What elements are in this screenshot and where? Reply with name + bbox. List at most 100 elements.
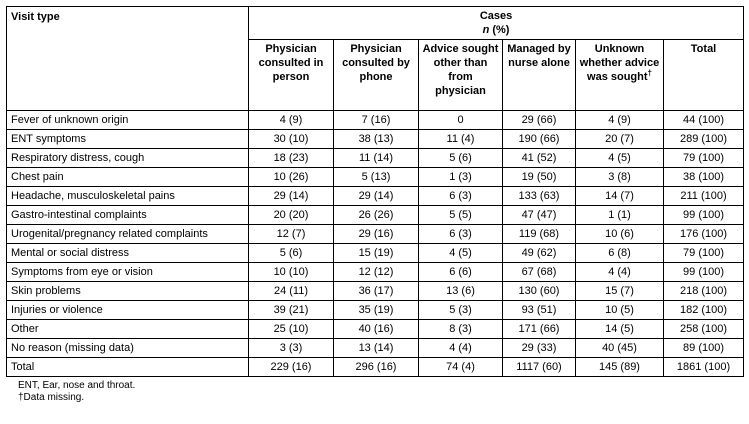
row-cell: 29 (33): [502, 338, 576, 358]
row-cell: 182 (100): [662, 300, 745, 320]
row-cell: 1861 (100): [662, 357, 745, 377]
row-cell: 6 (6): [418, 262, 503, 282]
row-cell: 119 (68): [502, 224, 576, 244]
row-cell: 6 (3): [418, 224, 503, 244]
row-cell: 1 (1): [575, 205, 664, 225]
row-cell: 296 (16): [333, 357, 419, 377]
row-cell: 29 (66): [502, 110, 576, 130]
row-cell: 93 (51): [502, 300, 576, 320]
column-header-label: Total: [690, 43, 717, 55]
row-cell: 5 (13): [333, 167, 419, 187]
row-cell: 4 (5): [575, 148, 664, 168]
row-cell: 171 (66): [502, 319, 576, 339]
row-cell: 79 (100): [662, 243, 745, 263]
column-header-unknown-advice: Unknown whether advice was sought†: [575, 39, 664, 111]
row-cell: 4 (9): [575, 110, 664, 130]
corner-header-visit-type: Visit type: [6, 6, 249, 111]
row-label: Chest pain: [6, 167, 249, 187]
row-cell: 14 (5): [575, 319, 664, 339]
group-header-pct: (%): [489, 24, 510, 36]
column-header-physician-in-person: Physician consulted in person: [248, 39, 334, 111]
row-label: Headache, musculoskeletal pains: [6, 186, 249, 206]
table-row: Mental or social distress 5 (6) 15 (19) …: [6, 243, 745, 263]
row-cell: 24 (11): [248, 281, 334, 301]
row-label: Injuries or violence: [6, 300, 249, 320]
row-label: Skin problems: [6, 281, 249, 301]
row-label: Mental or social distress: [6, 243, 249, 263]
row-cell: 1117 (60): [502, 357, 576, 377]
row-cell: 4 (9): [248, 110, 334, 130]
row-cell: 47 (47): [502, 205, 576, 225]
row-cell: 10 (5): [575, 300, 664, 320]
row-label: Urogenital/pregnancy related complaints: [6, 224, 249, 244]
table-row: Headache, musculoskeletal pains 29 (14) …: [6, 186, 745, 206]
row-cell: 145 (89): [575, 357, 664, 377]
row-cell: 89 (100): [662, 338, 745, 358]
row-cell: 13 (14): [333, 338, 419, 358]
cases-by-visit-type-table: Visit type Cases n (%) Physician consult…: [6, 6, 745, 377]
row-cell: 3 (3): [248, 338, 334, 358]
row-cell: 38 (13): [333, 129, 419, 149]
row-cell: 35 (19): [333, 300, 419, 320]
row-cell: 4 (5): [418, 243, 503, 263]
group-header-n: n: [482, 24, 490, 36]
row-cell: 40 (45): [575, 338, 664, 358]
row-cell: 19 (50): [502, 167, 576, 187]
row-cell: 29 (14): [333, 186, 419, 206]
column-header-label: Physician consulted by phone: [342, 43, 410, 83]
row-cell: 5 (6): [248, 243, 334, 263]
row-cell: 79 (100): [662, 148, 745, 168]
row-cell: 5 (6): [418, 148, 503, 168]
row-cell: 190 (66): [502, 129, 576, 149]
row-cell: 8 (3): [418, 319, 503, 339]
table-row: Skin problems 24 (11) 36 (17) 13 (6) 130…: [6, 281, 745, 301]
row-cell: 40 (16): [333, 319, 419, 339]
column-header-label: Advice sought other than from physician: [422, 43, 499, 97]
column-header-label: Unknown whether advice was sought: [579, 43, 660, 83]
column-header-row: Physician consulted in person Physician …: [7, 39, 745, 111]
row-label: Gastro-intestinal complaints: [6, 205, 249, 225]
row-cell: 6 (8): [575, 243, 664, 263]
row-cell: 29 (14): [248, 186, 334, 206]
row-cell: 49 (62): [502, 243, 576, 263]
row-cell: 11 (4): [418, 129, 503, 149]
table-header: Visit type Cases n (%) Physician consult…: [6, 6, 745, 111]
row-cell: 20 (7): [575, 129, 664, 149]
row-label: Fever of unknown origin: [6, 110, 249, 130]
row-cell: 218 (100): [662, 281, 745, 301]
table-row: Injuries or violence 39 (21) 35 (19) 5 (…: [6, 300, 745, 320]
row-label: Other: [6, 319, 249, 339]
footnotes: ENT, Ear, nose and throat. †Data missing…: [18, 380, 749, 404]
footnote-ent: ENT, Ear, nose and throat.: [18, 380, 136, 391]
row-cell: 10 (26): [248, 167, 334, 187]
row-cell: 7 (16): [333, 110, 419, 130]
row-cell: 15 (7): [575, 281, 664, 301]
page: Visit type Cases n (%) Physician consult…: [6, 6, 749, 404]
row-label: Symptoms from eye or vision: [6, 262, 249, 282]
column-header-physician-by-phone: Physician consulted by phone: [333, 39, 419, 111]
table-row: ENT symptoms 30 (10) 38 (13) 11 (4) 190 …: [6, 129, 745, 149]
row-cell: 44 (100): [662, 110, 745, 130]
column-header-label: Physician consulted in person: [258, 43, 324, 83]
column-header-advice-other: Advice sought other than from physician: [418, 39, 503, 111]
row-cell: 41 (52): [502, 148, 576, 168]
row-cell: 1 (3): [418, 167, 503, 187]
row-cell: 258 (100): [662, 319, 745, 339]
row-label: No reason (missing data): [6, 338, 249, 358]
column-header-managed-by-nurse: Managed by nurse alone: [502, 39, 576, 111]
row-cell: 12 (7): [248, 224, 334, 244]
row-cell: 29 (16): [333, 224, 419, 244]
row-cell: 25 (10): [248, 319, 334, 339]
table-row: Respiratory distress, cough 18 (23) 11 (…: [6, 148, 745, 168]
row-cell: 211 (100): [662, 186, 745, 206]
row-cell: 67 (68): [502, 262, 576, 282]
row-cell: 289 (100): [662, 129, 745, 149]
row-cell: 6 (3): [418, 186, 503, 206]
row-cell: 74 (4): [418, 357, 503, 377]
row-label: Respiratory distress, cough: [6, 148, 249, 168]
column-header-total: Total: [662, 39, 745, 111]
row-cell: 229 (16): [248, 357, 334, 377]
table-row: Total 229 (16) 296 (16) 74 (4) 1117 (60)…: [6, 357, 745, 377]
row-label: ENT symptoms: [6, 129, 249, 149]
row-cell: 13 (6): [418, 281, 503, 301]
